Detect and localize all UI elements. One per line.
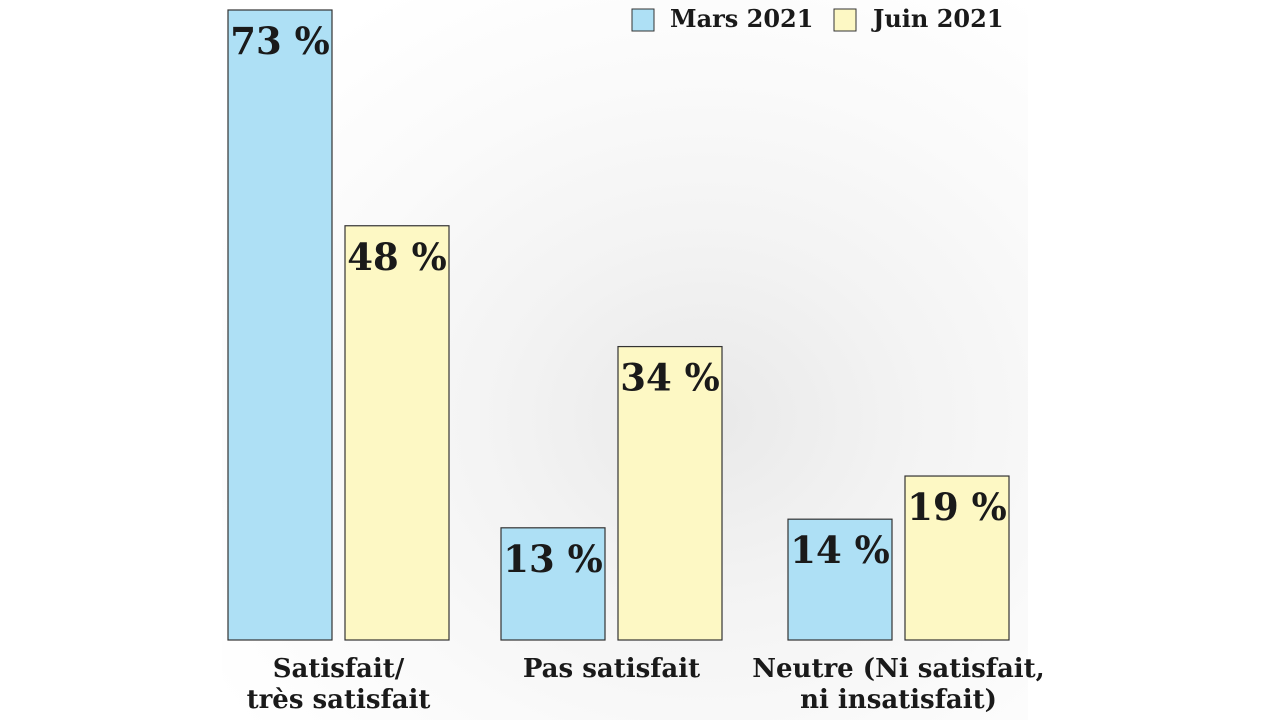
data-label-mars-0: 73 % bbox=[230, 19, 330, 63]
category-label-2-line-1: ni insatisfait) bbox=[800, 685, 997, 715]
category-label-1-line-0: Pas satisfait bbox=[523, 654, 700, 684]
bar-juin-2 bbox=[904, 475, 1010, 641]
bar-mars-0 bbox=[227, 9, 333, 641]
legend-swatch-juin bbox=[833, 8, 857, 32]
data-label-mars-2: 14 % bbox=[790, 528, 890, 572]
legend-label-juin: Juin 2021 bbox=[871, 4, 1004, 33]
bars-layer: 73 % 48 % 13 % 34 % 14 % 19 % bbox=[227, 9, 1010, 641]
category-label-2-line-0: Neutre (Ni satisfait, bbox=[752, 654, 1045, 684]
data-label-juin-1: 34 % bbox=[620, 356, 720, 400]
legend-swatch-mars bbox=[631, 8, 655, 32]
bar-juin-1 bbox=[617, 345, 723, 641]
legend-label-mars: Mars 2021 bbox=[670, 4, 813, 33]
legend: Mars 2021 Juin 2021 bbox=[631, 4, 1004, 33]
data-label-juin-0: 48 % bbox=[347, 235, 447, 279]
bar-mars-1 bbox=[500, 527, 606, 641]
category-label-0-line-1: très satisfait bbox=[247, 685, 431, 715]
data-label-mars-1: 13 % bbox=[503, 537, 603, 581]
bar-mars-2 bbox=[787, 518, 893, 641]
category-label-0-line-0: Satisfait/ bbox=[273, 654, 405, 684]
bar-juin-0 bbox=[344, 225, 450, 641]
category-labels: Satisfait/très satisfait Pas satisfait Neu… bbox=[247, 654, 1045, 715]
data-label-juin-2: 19 % bbox=[907, 485, 1007, 529]
